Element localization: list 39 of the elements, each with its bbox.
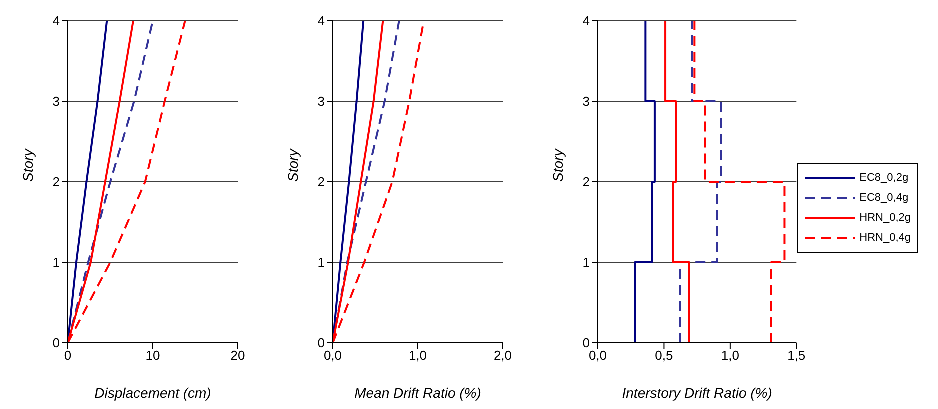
y-tick-label: 1 bbox=[318, 255, 325, 270]
y-tick-label: 4 bbox=[582, 14, 590, 29]
y-tick-label: 2 bbox=[582, 174, 590, 190]
line-series bbox=[664, 21, 690, 343]
legend-label: EC8_0,2g bbox=[860, 172, 909, 184]
x-tick-label: 10 bbox=[146, 348, 160, 364]
y-tick-label: 4 bbox=[318, 14, 325, 29]
x-tick-label: 1,5 bbox=[788, 348, 806, 364]
y-tick-label: 1 bbox=[52, 255, 60, 270]
x-tick-label: 0,0 bbox=[324, 348, 342, 364]
x-tick-label: 1,0 bbox=[721, 348, 740, 364]
y-tick-label: 0 bbox=[318, 336, 325, 351]
x-tick-label: 1,0 bbox=[408, 348, 428, 364]
x-tick-label: 0,5 bbox=[655, 348, 674, 364]
line-series bbox=[694, 21, 786, 343]
x-tick-label: 0 bbox=[64, 348, 72, 364]
legend-label: EC8_0,4g bbox=[860, 192, 909, 204]
y-tick-label: 3 bbox=[582, 94, 590, 110]
line-series bbox=[679, 21, 722, 343]
legend-label: HRN_0,4g bbox=[860, 232, 911, 244]
y-tick-label: 4 bbox=[52, 14, 60, 29]
y-axis-title: Story bbox=[20, 148, 36, 182]
y-tick-label: 0 bbox=[582, 336, 590, 351]
y-axis-title: Story bbox=[284, 148, 301, 182]
x-axis-title: Interstory Drift Ratio (%) bbox=[622, 385, 772, 401]
x-axis-title: Displacement (cm) bbox=[94, 385, 212, 401]
legend-label: HRN_0,2g bbox=[860, 212, 911, 224]
x-tick-label: 2,0 bbox=[494, 348, 512, 364]
y-axis-title: Story bbox=[550, 148, 566, 182]
y-tick-label: 2 bbox=[318, 174, 325, 190]
y-tick-label: 0 bbox=[52, 336, 60, 351]
y-tick-label: 3 bbox=[52, 94, 60, 110]
x-tick-label: 20 bbox=[230, 348, 246, 364]
x-axis-title: Mean Drift Ratio (%) bbox=[354, 385, 482, 401]
x-tick-label: 0,0 bbox=[588, 348, 608, 364]
line-series bbox=[634, 21, 656, 343]
y-tick-label: 1 bbox=[582, 255, 590, 270]
y-tick-label: 2 bbox=[52, 174, 60, 190]
y-tick-label: 3 bbox=[318, 94, 325, 110]
